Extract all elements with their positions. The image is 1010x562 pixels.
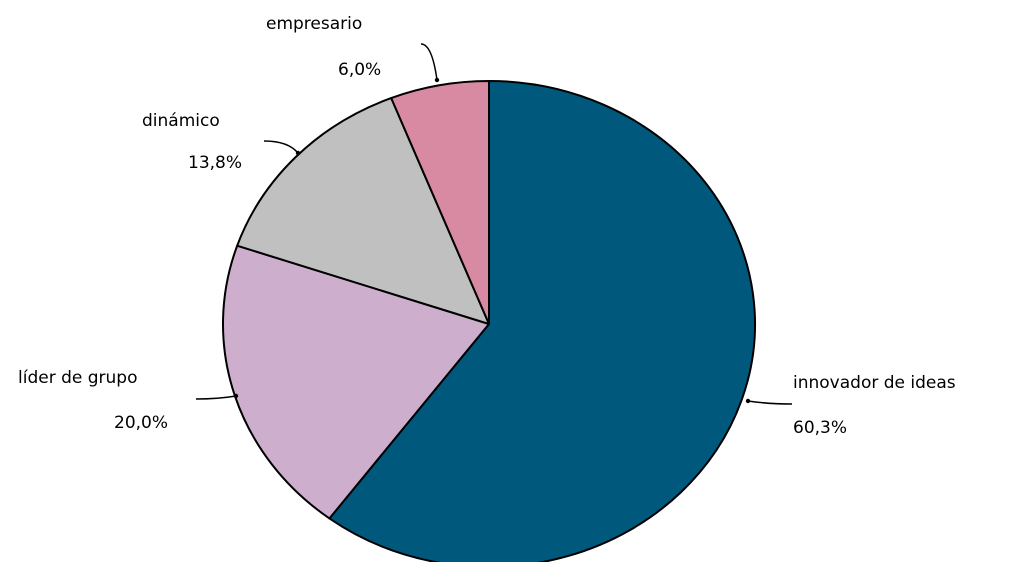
- callout-arrow-dinamico-head: [295, 150, 301, 156]
- callout-arrow-lider-head: [233, 393, 239, 399]
- slice-value-empresario: 6,0%: [338, 60, 381, 80]
- pie-slice-dinamico: [236, 97, 490, 325]
- slice-label-empresario: empresario: [266, 14, 362, 34]
- slice-value-lider: 20,0%: [114, 413, 168, 433]
- pie-slice-empresario: [390, 80, 490, 325]
- callout-arrow-innovador-head: [745, 398, 751, 404]
- callout-arrow-empresario: [420, 43, 438, 81]
- callout-arrow-lider: [195, 395, 237, 400]
- slice-value-dinamico: 13,8%: [188, 153, 242, 173]
- slice-label-lider: líder de grupo: [18, 368, 138, 388]
- slice-label-innovador: innovador de ideas: [793, 373, 956, 393]
- callout-arrows: [195, 43, 793, 405]
- slice-value-innovador: 60,3%: [793, 418, 847, 438]
- slice-label-dinamico: dinámico: [142, 111, 220, 131]
- pie-slice-innovador-de-ideas: [328, 80, 756, 562]
- callout-arrow-empresario-head: [434, 77, 440, 83]
- callout-arrow-innovador: [747, 400, 793, 405]
- callout-arrow-dinamico: [263, 140, 299, 154]
- pie-slices: [222, 80, 756, 562]
